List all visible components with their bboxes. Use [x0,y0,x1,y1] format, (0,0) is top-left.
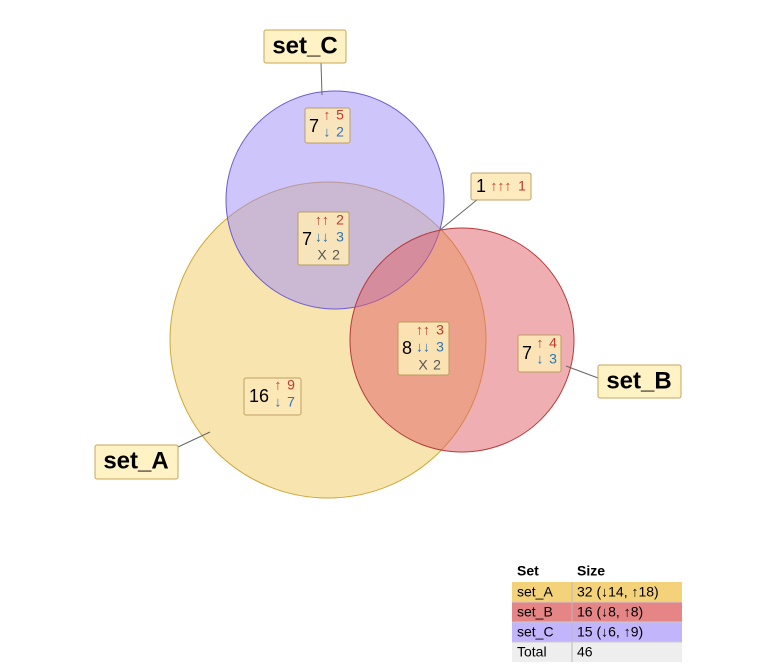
table-row [512,582,682,602]
region-box [297,211,350,266]
region-box [470,172,532,201]
size-table: Set Size set_A 32 (↓14, ↑18) set_B 16 (↓… [512,563,682,662]
table-cell: Total [517,644,547,660]
table-cell: 16 (↓8, ↑8) [577,604,643,620]
up-count: 3 [436,322,444,338]
leader-line [320,62,323,96]
up-arrow: ↑↑ [315,212,329,228]
leader-line [177,431,211,448]
up-arrow: ↑ [537,335,544,351]
table-cell: 46 [577,644,593,660]
mixed-count: 2 [433,357,441,373]
table-cell: set_C [517,624,554,640]
up-arrow: ↑ [275,377,282,393]
table-header: Set [517,563,539,579]
set-label: set_C [272,32,337,59]
set-label: set_A [103,447,168,474]
down-arrow: ↓↓ [315,229,329,245]
down-count: 2 [336,124,344,140]
region-box [517,334,562,373]
up-count: 1 [518,178,526,194]
mixed-count: 2 [332,247,340,263]
up-count: 2 [336,212,344,228]
up-count: 4 [549,335,557,351]
table-row [512,642,682,662]
label-box [597,364,682,399]
region-count: 16 [249,386,269,406]
down-count: 7 [287,394,295,410]
down-count: 3 [436,339,444,355]
table-header: Size [577,563,605,579]
table-row [512,602,682,622]
region-box [304,107,351,144]
table-cell: 15 (↓6, ↑9) [577,624,643,640]
mixed-symbol: X [418,357,428,373]
up-count: 5 [336,107,344,123]
label-box [94,444,179,480]
region-count: 1 [476,176,486,196]
up-arrow: ↑↑ [416,322,430,338]
up-arrow: ↑ [324,107,331,123]
down-arrow: ↓ [537,351,544,367]
down-arrow: ↓↓ [416,339,430,355]
region-count: 7 [522,343,532,363]
table-row [512,622,682,642]
up-count: 9 [287,377,295,393]
up-arrow: ↑↑↑ [491,178,512,194]
region-count: 8 [402,338,412,358]
set-b-circle [349,227,575,453]
region-box [397,321,450,376]
table-cell: set_B [517,604,553,620]
down-count: 3 [549,351,557,367]
leader-line [565,365,599,379]
table-cell: 32 (↓14, ↑18) [577,584,659,600]
set-label: set_B [606,367,671,394]
table-cell: set_A [517,584,553,600]
region-box [243,377,302,416]
down-arrow: ↓ [324,124,331,140]
down-count: 3 [336,229,344,245]
label-box [263,29,347,64]
mixed-symbol: X [317,247,327,263]
region-count: 7 [302,229,312,249]
leader-line [439,198,479,231]
down-arrow: ↓ [275,394,282,410]
region-count: 7 [309,116,319,136]
